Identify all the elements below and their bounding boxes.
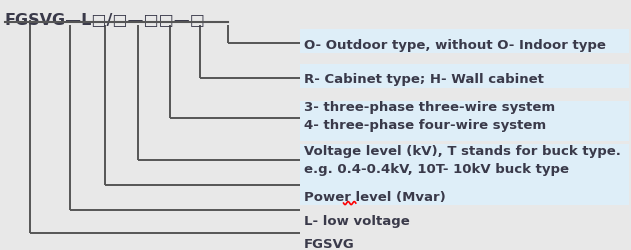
FancyBboxPatch shape: [300, 29, 629, 53]
Text: L- low voltage: L- low voltage: [304, 216, 410, 228]
Text: FGSVG—L□/□—□□—□: FGSVG—L□/□—□□—□: [5, 12, 206, 27]
FancyBboxPatch shape: [300, 181, 629, 205]
FancyBboxPatch shape: [300, 101, 629, 141]
FancyBboxPatch shape: [300, 64, 629, 88]
Text: R- Cabinet type; H- Wall cabinet: R- Cabinet type; H- Wall cabinet: [304, 74, 543, 86]
Text: Power level (Mvar): Power level (Mvar): [304, 190, 445, 203]
Text: FGSVG: FGSVG: [304, 238, 355, 250]
FancyBboxPatch shape: [300, 144, 629, 184]
Text: 3- three-phase three-wire system
4- three-phase four-wire system: 3- three-phase three-wire system 4- thre…: [304, 102, 555, 132]
Text: Voltage level (kV), T stands for buck type.
e.g. 0.4-0.4kV, 10T- 10kV buck type: Voltage level (kV), T stands for buck ty…: [304, 144, 621, 176]
Text: O- Outdoor type, without O- Indoor type: O- Outdoor type, without O- Indoor type: [304, 38, 606, 52]
